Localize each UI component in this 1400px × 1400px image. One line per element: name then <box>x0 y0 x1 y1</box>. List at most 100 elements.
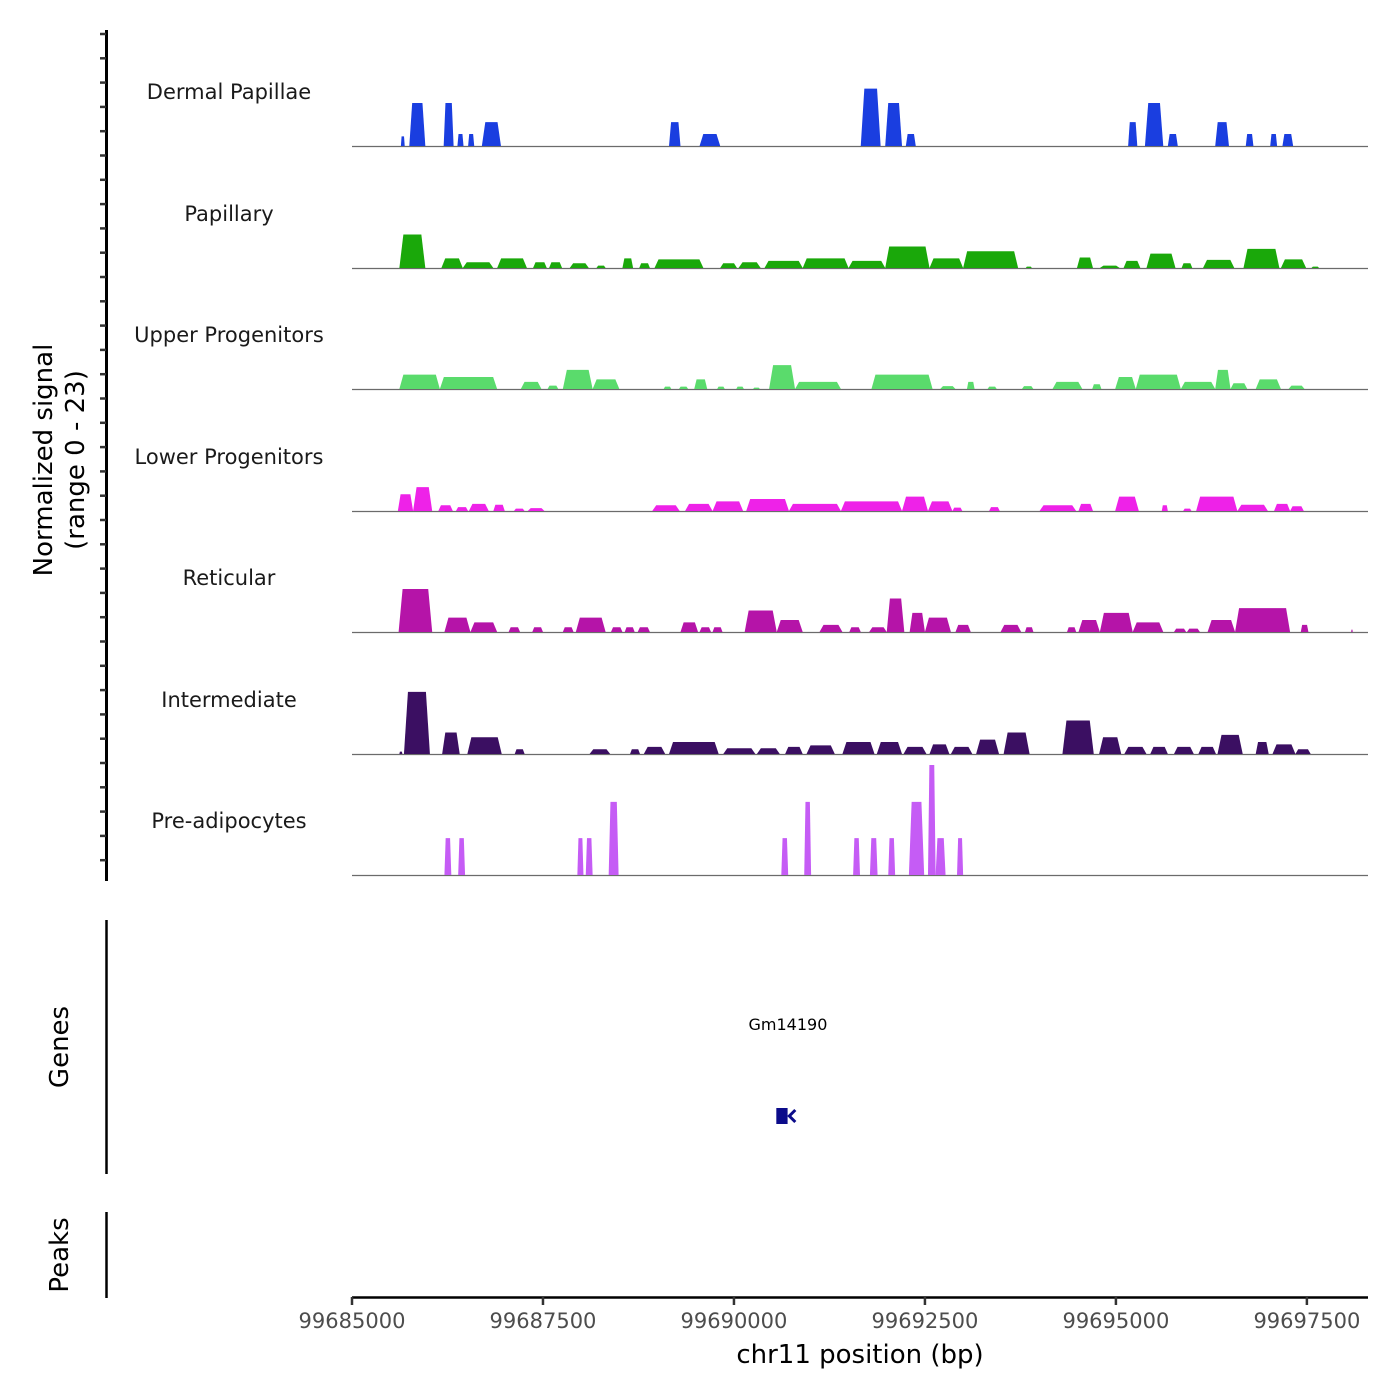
track-upper-progenitors <box>352 365 1368 391</box>
coverage-peak <box>549 262 563 268</box>
coverage-peak <box>744 610 777 632</box>
coverage-peak <box>462 262 494 268</box>
coverage-peak <box>1062 720 1094 754</box>
coverage-peak <box>871 374 933 389</box>
coverage-peak <box>1039 505 1077 511</box>
coverage-peak <box>940 386 956 389</box>
coverage-peak <box>514 749 525 754</box>
track-intermediate <box>352 691 1368 756</box>
track-label-papillary: Papillary <box>184 202 273 226</box>
coverage-peak <box>1215 122 1229 146</box>
coverage-peak <box>952 507 963 511</box>
coverage-peak <box>746 499 789 511</box>
coverage-peak <box>527 508 545 511</box>
coverage-peak <box>976 739 1000 754</box>
coverage-peak <box>513 508 525 511</box>
coverage-peak <box>699 134 721 146</box>
gene-gm14190[interactable]: Gm14190 <box>749 1015 828 1124</box>
coverage-peak <box>955 624 971 632</box>
coverage-peak <box>399 374 440 389</box>
coverage-peak <box>654 259 704 268</box>
track-label-upper-progenitors: Upper Progenitors <box>134 323 324 347</box>
coverage-peak <box>403 691 430 754</box>
coverage-peak <box>1183 508 1192 511</box>
coverage-peak <box>842 742 875 754</box>
coverage-peak <box>795 381 841 389</box>
coverage-peak <box>1272 744 1296 754</box>
coverage-peak <box>1173 628 1187 632</box>
coverage-peak <box>1270 134 1278 146</box>
coverage-peak <box>1099 265 1120 268</box>
x-tick-label: 99690000 <box>681 1309 788 1333</box>
track-pre-adipocytes <box>352 765 1368 877</box>
coverage-peak <box>929 258 964 268</box>
coverage-peak <box>1078 503 1093 511</box>
coverage-peak <box>669 122 681 146</box>
coverage-peak <box>497 258 527 268</box>
coverage-peak <box>1128 122 1138 146</box>
coverage-peak <box>458 838 466 875</box>
coverage-peak <box>624 627 635 632</box>
coverage-peak <box>678 386 689 389</box>
coverage-peak <box>547 385 559 389</box>
gene-label: Gm14190 <box>749 1015 828 1034</box>
coverage-peak <box>806 745 835 754</box>
coverage-peak <box>950 746 973 754</box>
coverage-peak <box>439 377 498 389</box>
strand-arrow-icon <box>787 1108 797 1124</box>
coverage-peak <box>819 624 843 632</box>
track-label-pre-adipocytes: Pre-adipocytes <box>151 809 306 833</box>
coverage-peak <box>769 365 796 389</box>
coverage-peak <box>756 748 780 754</box>
coverage-peak <box>989 507 1000 511</box>
coverage-peak <box>1351 629 1353 632</box>
coverage-peak <box>966 381 975 389</box>
coverage-peak <box>1099 612 1133 632</box>
x-tick-label: 99692500 <box>871 1309 978 1333</box>
coverage-peak <box>1235 608 1291 632</box>
coverage-peak <box>639 263 650 268</box>
coverage-peak <box>1280 259 1307 268</box>
coverage-peak <box>1025 627 1034 632</box>
coverage-peak <box>493 504 505 511</box>
coverage-peak <box>753 387 760 389</box>
coverage-peak <box>1180 381 1216 389</box>
coverage-peak <box>853 838 860 875</box>
coverage-peak <box>608 801 619 875</box>
coverage-peak <box>1135 374 1181 389</box>
coverage-peak <box>905 134 916 146</box>
coverage-peak <box>1144 102 1164 146</box>
signal-axis-ticks <box>100 32 106 862</box>
coverage-peak <box>1092 384 1102 389</box>
coverage-peak <box>1146 253 1176 268</box>
x-axis-title: chr11 position (bp) <box>736 1340 983 1370</box>
coverage-peak <box>963 251 1019 268</box>
coverage-peak <box>869 838 878 875</box>
coverage-peak <box>438 505 453 511</box>
coverage-peak <box>577 838 584 875</box>
coverage-peak <box>736 386 744 389</box>
coverage-peak <box>592 379 620 389</box>
coverage-peak <box>585 838 593 875</box>
coverage-peak <box>776 620 803 632</box>
coverage-peak <box>781 838 789 875</box>
coverage-peak <box>1150 746 1168 754</box>
coverage-peak <box>508 627 521 632</box>
coverage-peak <box>1115 377 1136 389</box>
coverage-peak <box>885 102 903 146</box>
track-papillary <box>352 234 1368 270</box>
coverage-peak <box>935 838 946 875</box>
coverage-peak <box>1181 263 1193 268</box>
track-labels: Dermal Papillae Papillary Upper Progenit… <box>134 80 324 833</box>
coverage-peak <box>444 838 452 875</box>
coverage-peak <box>717 386 725 389</box>
coverage-peak <box>663 386 672 389</box>
coverage-peak <box>694 379 708 389</box>
coverage-peak <box>720 263 738 268</box>
coverage-peak <box>804 801 812 875</box>
y-axis-title-main: Normalized signal <box>29 344 59 577</box>
coverage-peak <box>764 260 803 268</box>
coverage-peak <box>987 386 997 389</box>
coverage-peak <box>610 627 623 632</box>
coverage-peak <box>902 496 928 511</box>
